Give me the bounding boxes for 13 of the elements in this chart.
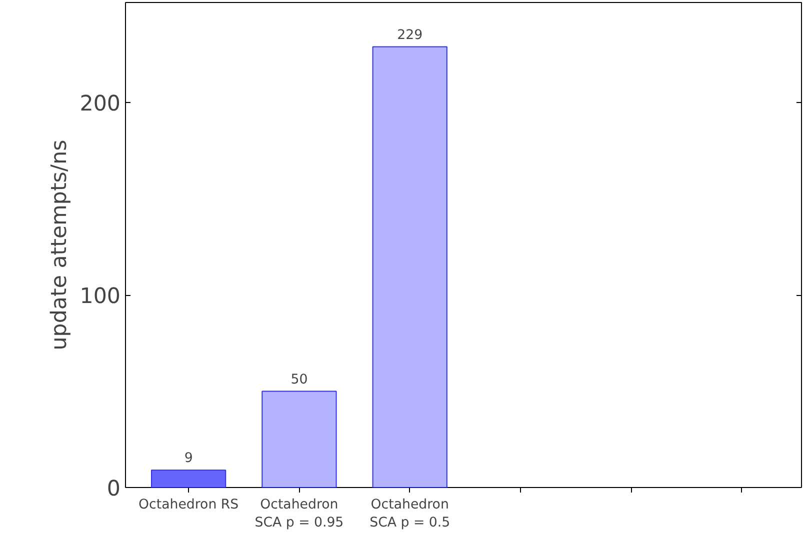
data-label: 9 [184,451,193,466]
bar [262,390,337,488]
x-tick-label: Octahedron RS [138,498,239,512]
x-tick-label: Octahedron SCA p = 0.5 [370,498,450,530]
y-axis-title: update attempts/ns [46,140,72,350]
y-tick-label: 100 [80,284,121,310]
x-tick-label: Octahedron SCA p = 0.95 [254,498,344,530]
y-tick-label: 0 [106,476,121,502]
data-label: 229 [397,28,423,43]
y-tick-label: 200 [80,92,121,117]
data-label: 50 [290,372,308,388]
bar [372,46,448,488]
bar [151,470,226,488]
